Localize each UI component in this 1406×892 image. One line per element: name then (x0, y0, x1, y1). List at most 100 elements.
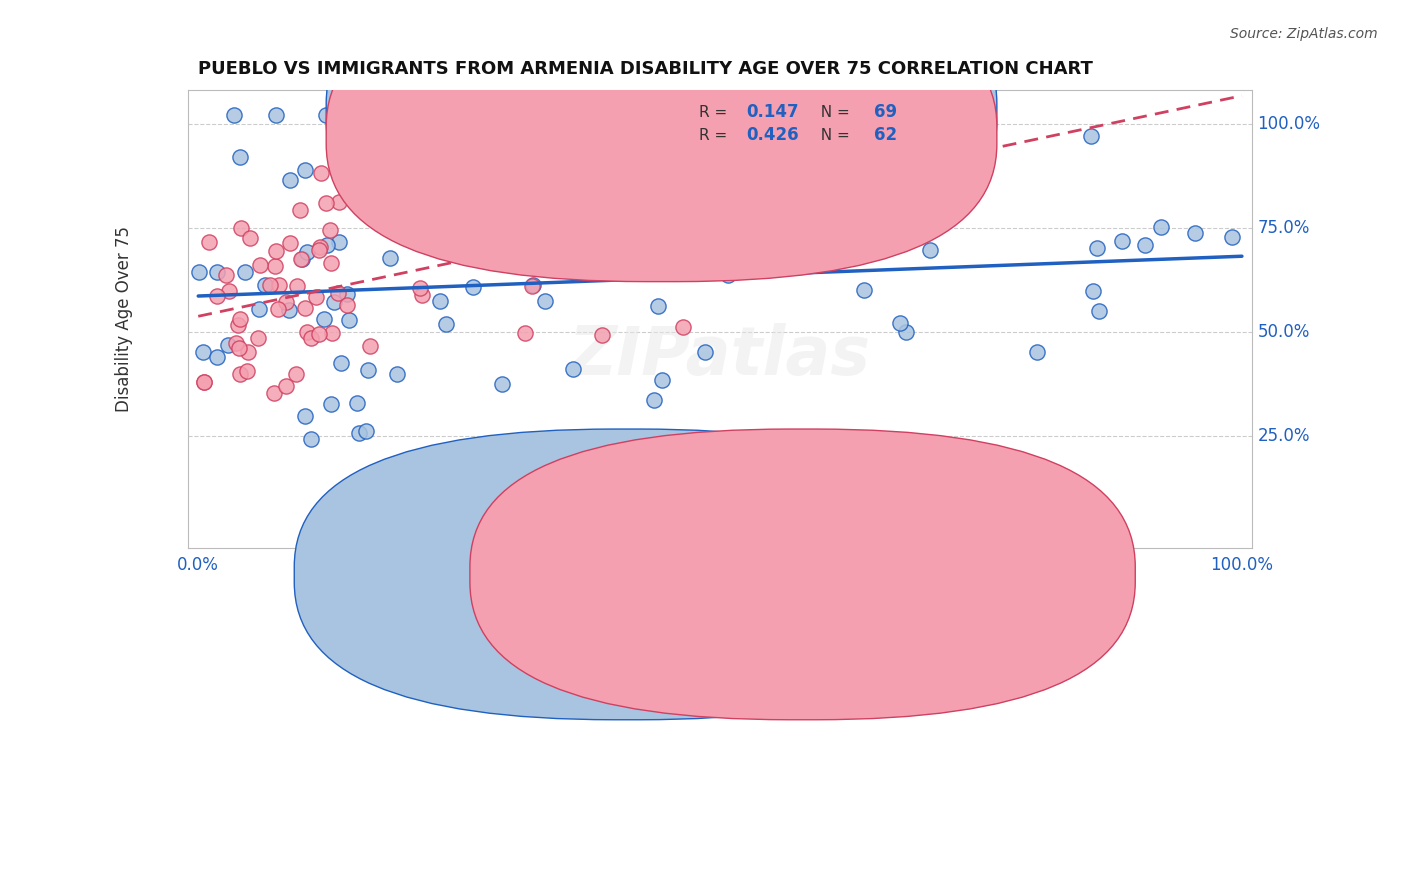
Point (316, 238, 339, 252)
Text: 0.426: 0.426 (747, 126, 800, 145)
Point (294, 409, 316, 423)
Point (357, 363, 380, 377)
Point (285, 278, 308, 293)
Text: R =: R = (699, 104, 733, 120)
Point (533, 294, 555, 309)
Point (463, 279, 485, 293)
Point (1088, 304, 1111, 318)
Text: 100.0%: 100.0% (1211, 557, 1274, 574)
Point (308, 326, 330, 341)
Point (491, 376, 513, 391)
Point (918, 243, 941, 257)
Point (1111, 234, 1133, 248)
Point (315, 108, 337, 122)
Point (312, 312, 335, 326)
Point (326, 285, 349, 300)
Point (280, 173, 302, 187)
Point (724, 262, 747, 277)
Text: 69: 69 (875, 103, 897, 121)
Point (1081, 284, 1104, 298)
Point (894, 326, 917, 340)
Point (356, 424, 378, 438)
Point (285, 368, 308, 382)
Point (290, 252, 312, 266)
Point (621, 166, 644, 180)
Point (264, 259, 287, 273)
Text: 25.0%: 25.0% (1257, 426, 1310, 445)
Point (291, 252, 314, 266)
Point (236, 345, 259, 359)
Point (606, 200, 628, 214)
Point (259, 277, 281, 292)
Point (434, 317, 457, 331)
Text: Source: ZipAtlas.com: Source: ZipAtlas.com (1230, 27, 1378, 41)
Point (229, 311, 252, 326)
Point (225, 336, 247, 351)
Point (689, 234, 711, 248)
FancyBboxPatch shape (326, 0, 997, 282)
Point (593, 169, 616, 183)
Point (387, 367, 409, 381)
Point (222, 108, 245, 122)
Text: 62: 62 (875, 126, 897, 145)
Point (267, 301, 290, 316)
Point (239, 230, 262, 244)
Point (349, 425, 371, 440)
Point (228, 367, 250, 381)
Point (346, 396, 368, 410)
Point (264, 108, 287, 122)
Point (193, 375, 215, 389)
Point (343, 189, 366, 203)
Point (1133, 238, 1156, 252)
Point (278, 236, 301, 251)
Point (1026, 345, 1049, 359)
Point (842, 130, 865, 145)
Point (263, 385, 285, 400)
Point (328, 235, 350, 250)
Point (1220, 230, 1243, 244)
Point (1184, 227, 1206, 241)
Point (522, 277, 544, 292)
Point (308, 243, 330, 257)
Point (264, 244, 287, 259)
Point (236, 364, 259, 378)
Point (193, 376, 215, 390)
Point (562, 361, 585, 376)
Point (321, 326, 343, 340)
Point (319, 396, 342, 410)
Point (558, 158, 581, 172)
Point (323, 295, 346, 310)
Point (321, 256, 343, 270)
FancyBboxPatch shape (613, 90, 922, 154)
Point (217, 338, 239, 352)
Point (717, 268, 740, 282)
Point (197, 235, 219, 249)
Text: 0.0%: 0.0% (177, 557, 219, 574)
Text: 0.147: 0.147 (747, 103, 800, 121)
Point (328, 195, 350, 210)
Point (249, 258, 271, 272)
Text: Pueblo: Pueblo (651, 566, 707, 583)
Point (411, 288, 433, 302)
Point (409, 281, 432, 295)
Point (591, 327, 613, 342)
Point (672, 251, 695, 265)
Point (274, 379, 297, 393)
Point (247, 302, 270, 317)
Point (1080, 128, 1102, 143)
FancyBboxPatch shape (326, 0, 997, 259)
Point (315, 196, 337, 211)
Point (205, 350, 228, 364)
Point (889, 316, 911, 330)
Point (647, 299, 669, 313)
Text: N =: N = (811, 128, 855, 143)
Point (215, 268, 238, 283)
Point (294, 301, 316, 316)
Point (1085, 241, 1108, 255)
Text: PUEBLO VS IMMIGRANTS FROM ARMENIA DISABILITY AGE OVER 75 CORRELATION CHART: PUEBLO VS IMMIGRANTS FROM ARMENIA DISABI… (198, 60, 1094, 78)
Point (337, 313, 360, 327)
Point (672, 319, 695, 334)
Point (853, 283, 876, 297)
Point (253, 278, 276, 293)
Point (229, 221, 252, 235)
